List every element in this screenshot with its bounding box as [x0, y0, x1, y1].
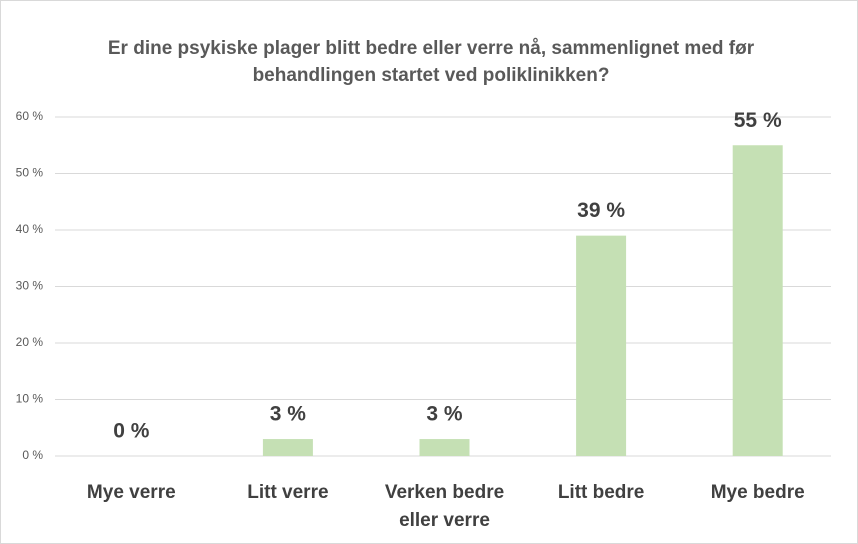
data-label: 0 %: [113, 420, 150, 443]
bar: [419, 439, 470, 456]
y-tick-label: 50 %: [16, 166, 44, 180]
y-tick-label: 30 %: [16, 279, 44, 293]
y-tick-label: 40 %: [16, 222, 44, 236]
data-label: 3 %: [426, 403, 463, 426]
x-tick-label: Mye verre: [86, 482, 176, 503]
bar: [262, 439, 313, 456]
x-tick-label: Litt verre: [247, 482, 329, 503]
bar: [576, 235, 627, 456]
y-tick-label: 20 %: [16, 335, 44, 349]
data-label: 3 %: [270, 403, 307, 426]
bar: [732, 145, 783, 456]
y-tick-label: 10 %: [16, 392, 44, 406]
data-label: 55 %: [734, 109, 782, 132]
y-tick-label: 60 %: [16, 109, 44, 123]
data-label: 39 %: [577, 199, 625, 222]
chart-title: Er dine psykiske plager blitt bedre elle…: [107, 38, 755, 86]
x-tick-label: Verken bedre eller verre: [384, 482, 505, 531]
x-tick-label: Mye bedre: [710, 482, 805, 503]
y-tick-label: 0 %: [22, 448, 43, 462]
x-tick-label: Litt bedre: [557, 482, 645, 503]
